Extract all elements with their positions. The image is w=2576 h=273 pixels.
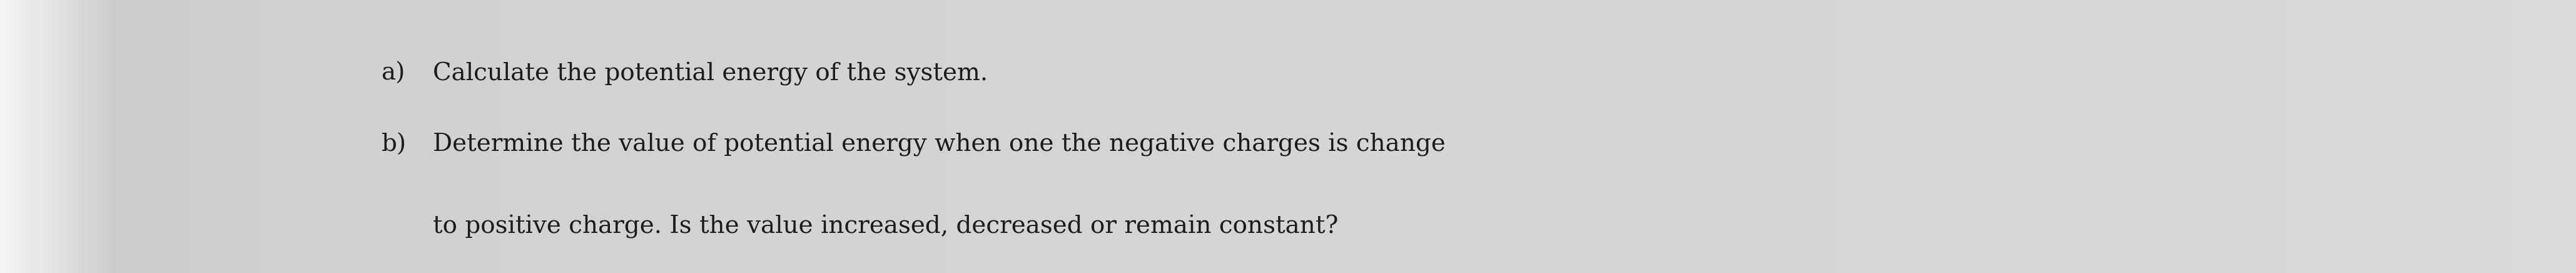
- Text: to positive charge. Is the value increased, decreased or remain constant?: to positive charge. Is the value increas…: [433, 215, 1337, 239]
- Text: a): a): [381, 62, 404, 85]
- Text: Calculate the potential energy of the system.: Calculate the potential energy of the sy…: [433, 62, 987, 86]
- Text: Determine the value of potential energy when one the negative charges is change: Determine the value of potential energy …: [433, 133, 1445, 157]
- Text: b): b): [381, 133, 407, 156]
